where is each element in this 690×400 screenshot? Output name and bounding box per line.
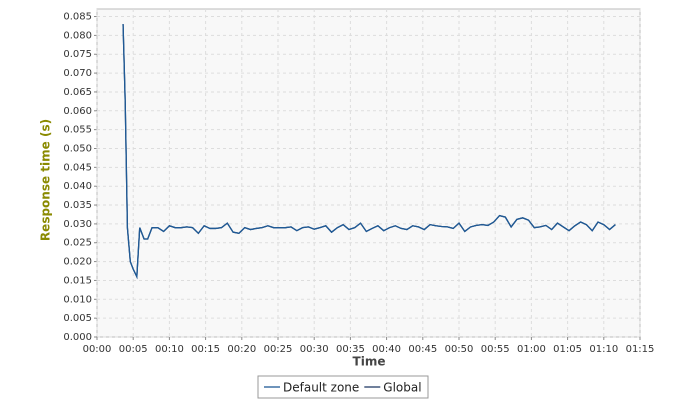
- x-tick-label: 00:30: [300, 344, 329, 355]
- x-tick-label: 00:10: [155, 344, 184, 355]
- y-tick-label: 0.020: [63, 257, 92, 268]
- y-tick-label: 0.005: [63, 313, 92, 324]
- plot-area: [96, 8, 641, 338]
- x-tick-label: 00:00: [83, 344, 112, 355]
- x-tick-label: 00:25: [264, 344, 293, 355]
- x-tick-label: 00:50: [445, 344, 474, 355]
- x-tick-label: 00:15: [191, 344, 220, 355]
- y-tick-label: 0.060: [63, 106, 92, 117]
- y-tick-label: 0.070: [63, 68, 92, 79]
- x-axis-label: Time: [353, 355, 386, 369]
- y-tick-label: 0.085: [63, 12, 92, 23]
- y-tick-label: 0.010: [63, 294, 92, 305]
- x-tick-label: 01:05: [553, 344, 582, 355]
- y-tick-label: 0.035: [63, 200, 92, 211]
- x-tick-label: 01:10: [589, 344, 618, 355]
- y-tick-label: 0.045: [63, 162, 92, 173]
- x-tick-label: 00:55: [481, 344, 510, 355]
- x-tick-label: 00:20: [227, 344, 256, 355]
- y-tick-label: 0.065: [63, 87, 92, 98]
- y-tick-label: 0.030: [63, 219, 92, 230]
- legend: [257, 375, 429, 399]
- series-line: [122, 24, 616, 280]
- x-tick-label: 00:05: [119, 344, 148, 355]
- y-tick-label: 0.055: [63, 125, 92, 136]
- y-tick-label: 0.015: [63, 275, 92, 286]
- x-tick-label: 01:15: [626, 344, 655, 355]
- y-tick-label: 0.025: [63, 238, 92, 249]
- legend-label: Global: [383, 381, 421, 395]
- y-tick-label: 0.075: [63, 49, 92, 60]
- x-tick-label: 00:35: [336, 344, 365, 355]
- y-tick-label: 0.000: [63, 332, 92, 343]
- x-tick-label: 00:45: [408, 344, 437, 355]
- x-tick-label: 00:40: [372, 344, 401, 355]
- y-tick-label: 0.050: [63, 143, 92, 154]
- x-tick-label: 01:00: [517, 344, 546, 355]
- y-tick-label: 0.080: [63, 30, 92, 41]
- legend-label: Default zone: [283, 381, 359, 395]
- y-axis-label: Response time (s): [39, 119, 53, 241]
- y-tick-label: 0.040: [63, 181, 92, 192]
